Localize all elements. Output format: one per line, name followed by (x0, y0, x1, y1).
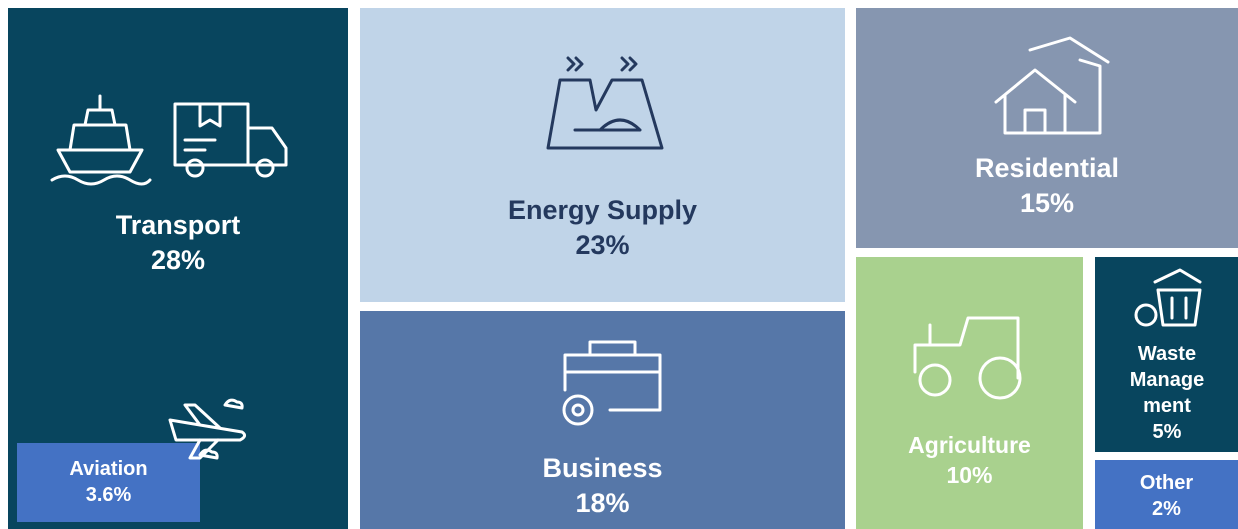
category-name: Agriculture (908, 432, 1031, 458)
value-label: 3.6% (85, 484, 132, 506)
category-name: Transport (115, 210, 241, 240)
tile-label: Residential 15% (856, 151, 1238, 221)
tile: Other 2% (1095, 460, 1238, 529)
category-name: Business (542, 453, 663, 483)
value-label: 10% (946, 461, 993, 488)
category-name: Other (1139, 472, 1194, 494)
tile-label: Business 18% (360, 451, 845, 521)
tile: Energy Supply 23% (360, 8, 845, 302)
value-label: 2% (1152, 498, 1181, 520)
tile-label: Aviation 3.6% (17, 456, 200, 508)
tile-label: Energy Supply 23% (360, 193, 845, 263)
category-name: Energy Supply (507, 195, 698, 225)
tile-label: Agriculture 10% (856, 431, 1083, 491)
tile-label: Other 2% (1095, 470, 1238, 522)
category-name: Aviation (69, 458, 148, 480)
tile-label: Transport 28% (8, 208, 348, 278)
tile: Residential 15% (856, 8, 1238, 248)
tile: Business 18% (360, 311, 845, 529)
tile: Agriculture 10% (856, 257, 1083, 529)
value-label: 28% (150, 245, 206, 276)
value-label: 18% (575, 488, 630, 519)
category-name: Residential (974, 153, 1120, 183)
tile-label: Waste Management 5% (1128, 341, 1206, 445)
tile: Aviation 3.6% (17, 443, 200, 522)
tile: Waste Management 5% (1095, 257, 1238, 452)
category-name: Waste Management (1129, 343, 1205, 417)
value-label: 15% (1019, 188, 1075, 219)
value-label: 5% (1152, 421, 1182, 443)
value-label: 23% (575, 230, 630, 261)
